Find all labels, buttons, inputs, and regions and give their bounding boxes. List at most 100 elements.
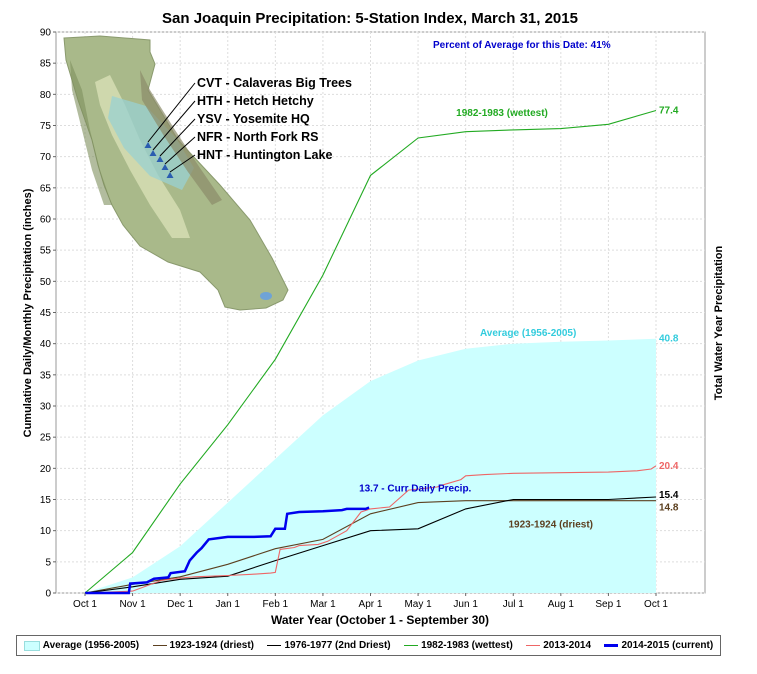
station-label: HNT - Huntington Lake [197,148,332,162]
station-leader-line [152,100,196,151]
legend: Average (1956-2005) 1923-1924 (driest) 197… [16,635,721,656]
legend-item: 1982-1983 (wettest) [404,640,513,651]
x-tick-label: Mar 1 [310,599,336,610]
series-line [84,109,657,594]
x-tick-label: Dec 1 [167,599,194,610]
legend-item: 2014-2015 (current) [604,640,713,651]
series-end-label: 14.8 [659,503,679,514]
y-tick-label: 30 [40,402,52,413]
y-tick-label: 25 [40,433,52,444]
y2-axis-label: Total Water Year Precipitation [713,245,725,400]
legend-swatch [526,645,541,646]
x-tick-label: Apr 1 [359,599,383,610]
series-line [85,506,370,595]
x-tick-label: Sep 1 [595,599,622,610]
y-tick-label: 10 [40,526,52,537]
y-tick-label: 70 [40,152,52,163]
legend-label: 2014-2015 (current) [621,640,714,651]
station-leader-line [147,82,196,143]
station-labels: CVT - Calaveras Big Trees HTH - Hetch He… [197,76,352,162]
station-label: HTH - Hetch Hetchy [197,94,314,108]
legend-label: 2013-2014 [543,640,592,651]
legend-label: 1982-1983 (wettest) [421,640,513,651]
coast-range [70,60,112,205]
y-tick-label: 0 [45,589,51,600]
legend-label: 1923-1924 (driest) [169,640,255,651]
chart-title: San Joaquin Precipitation: 5-Station Ind… [162,10,578,27]
legend-item: 2013-2014 [526,640,591,651]
y-tick-label: 35 [40,370,52,381]
station-marker [156,156,164,162]
y-axis-ticks: 0 5 10 15 20 25 30 35 40 45 50 55 60 65 70 75 80 85 90 [40,28,56,600]
series-line [84,496,657,594]
y-axis-label: Cumulative Daily/Monthly Precipitation (… [22,188,34,437]
station-leader-line [164,136,196,165]
station-leader-line [169,154,196,173]
station-marker [149,150,157,156]
x-tick-label: Aug 1 [548,599,575,610]
station-marker [166,172,174,178]
salton-sea [260,292,272,300]
x-tick-label: Nov 1 [120,599,147,610]
series-line [84,465,657,594]
station-marker [144,142,152,148]
series-end-label: 77.4 [659,106,679,117]
x-tick-label: Feb 1 [263,599,289,610]
station-marker [161,164,169,170]
sierra-nevada [140,70,222,205]
legend-swatch [23,640,40,651]
california-map [63,35,289,311]
legend-swatch [152,645,167,646]
y-tick-label: 5 [45,557,51,568]
x-tick-label: Jan 1 [216,599,241,610]
series-end-label: 13.7 - Curr Daily Precip. [359,484,471,495]
y-tick-label: 55 [40,246,52,257]
x-axis-label: Water Year (October 1 - September 30) [271,613,489,627]
legend-swatch [267,645,282,646]
percent-of-average: Percent of Average for this Date: 41% [433,40,611,51]
average-area [85,338,656,593]
legend-item: Average (1956-2005) [23,640,140,651]
watershed-region [108,96,194,190]
series-annotations: 1982-1983 (wettest) Average (1956-2005) 19… [456,108,593,530]
legend-item: 1923-1924 (driest) [152,640,255,651]
x-tick-label: Jun 1 [453,599,478,610]
legend-swatch [404,645,419,646]
series-annotation: Average (1956-2005) [480,328,576,339]
series-lines [84,109,657,595]
y-tick-label: 80 [40,90,52,101]
series-annotation: 1982-1983 (wettest) [456,108,548,119]
series-end-label: 20.4 [659,461,679,472]
end-labels: 40.8 14.8 15.4 77.4 20.4 13.7 - Curr Daily Pr… [359,106,679,514]
station-markers [144,142,174,178]
series-annotation: 1923-1924 (driest) [508,520,593,531]
station-label: YSV - Yosemite HQ [197,112,310,126]
y-tick-label: 20 [40,464,52,475]
station-leader-line [159,118,196,157]
y-tick-label: 40 [40,339,52,350]
y-tick-label: 90 [40,28,52,39]
station-label: NFR - North Fork RS [197,130,319,144]
x-tick-label: May 1 [404,599,432,610]
y-tick-label: 50 [40,277,52,288]
series-line [84,500,656,594]
station-leaders [147,82,196,173]
x-tick-label: Oct 1 [73,599,97,610]
y-tick-label: 75 [40,121,52,132]
y-tick-label: 60 [40,215,52,226]
y-tick-label: 15 [40,495,52,506]
series-end-label: 15.4 [659,490,679,501]
x-axis-ticks: Oct 1 Nov 1 Dec 1 Jan 1 Feb 1 Mar 1 Apr 1 May 1… [73,593,668,610]
legend-label: 1976-1977 (2nd Driest) [284,640,391,651]
legend-swatch [604,644,619,647]
x-tick-label: Jul 1 [503,599,525,610]
series-end-label: 40.8 [659,334,679,345]
y-tick-label: 45 [40,308,52,319]
x-tick-label: Oct 1 [644,599,668,610]
y-tick-label: 85 [40,59,52,70]
station-label: CVT - Calaveras Big Trees [197,76,352,90]
legend-item: 1976-1977 (2nd Driest) [267,640,391,651]
y-tick-label: 65 [40,183,52,194]
legend-label: Average (1956-2005) [42,640,140,651]
